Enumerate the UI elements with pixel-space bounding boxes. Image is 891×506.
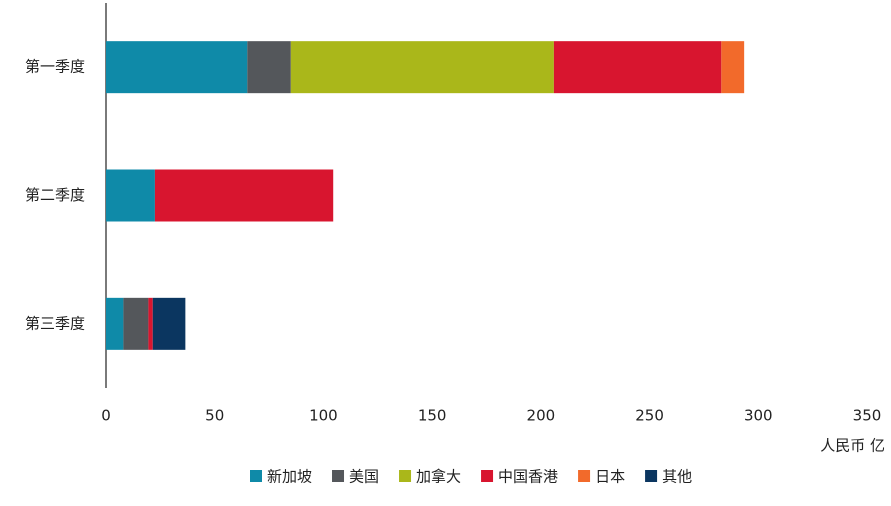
bar-segment (553, 41, 722, 94)
x-axis-label: 人民币 亿 (820, 437, 885, 455)
y-tick-label: 第三季度 (25, 314, 85, 332)
legend-swatch (578, 470, 591, 482)
x-tick-label: 100 (309, 407, 338, 425)
y-tick-label: 第一季度 (25, 58, 85, 76)
y-tick-label: 第二季度 (25, 186, 85, 204)
bar-segment (148, 297, 153, 350)
x-tick-label: 250 (635, 407, 664, 425)
x-tick-label: 50 (205, 407, 224, 425)
x-tick-label: 300 (744, 407, 773, 425)
bar-segment (247, 41, 291, 94)
x-tick-label: 0 (101, 407, 111, 425)
legend-label: 新加坡 (267, 468, 312, 486)
legend-swatch (250, 470, 262, 482)
legend-label: 其他 (662, 468, 692, 486)
legend-swatch (645, 470, 658, 482)
bar-segment (106, 297, 124, 350)
bar-segment (106, 41, 248, 94)
legend-swatch (332, 470, 345, 482)
bar-segment (721, 41, 745, 94)
bar-segment (154, 169, 334, 222)
x-tick-label: 200 (527, 407, 556, 425)
legend-swatch (399, 470, 412, 482)
legend-label: 美国 (349, 468, 379, 486)
bar-segment (106, 169, 155, 222)
bar-segment (290, 41, 554, 94)
bar-segment (123, 297, 149, 350)
legend-swatch (481, 470, 494, 482)
x-tick-label: 150 (418, 407, 447, 425)
bar-segment (152, 297, 186, 350)
legend-label: 加拿大 (416, 468, 461, 486)
legend-label: 中国香港 (498, 468, 558, 486)
x-tick-label: 350 (853, 407, 882, 425)
legend-label: 日本 (595, 468, 625, 486)
